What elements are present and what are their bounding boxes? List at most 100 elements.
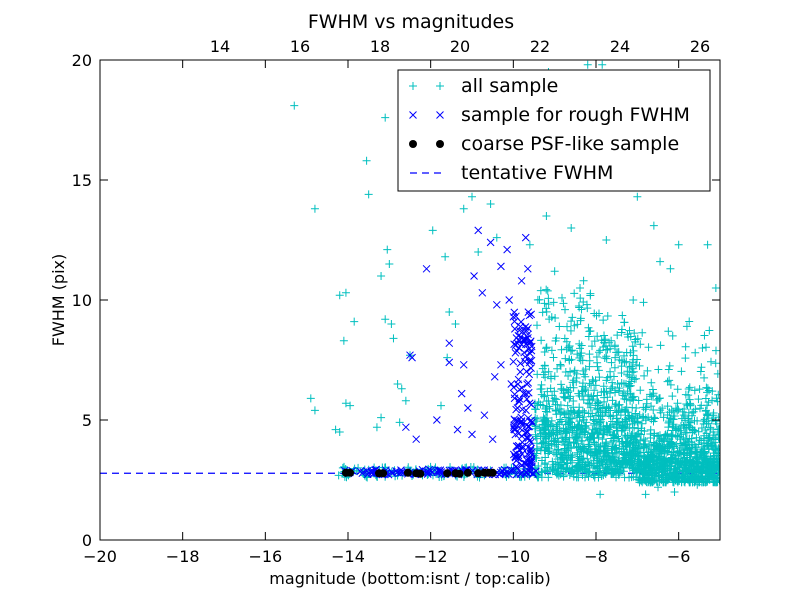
all-sample-point <box>587 342 596 351</box>
all-sample-point <box>634 452 643 461</box>
axes: −20 −18 −16 −14 −12 −10 −8 −6 14 16 18 20 22 24 26 0 5 10… <box>72 37 720 566</box>
all-sample-point <box>586 291 595 300</box>
all-sample-point <box>633 418 642 427</box>
all-sample-point <box>531 413 540 422</box>
all-sample-point <box>586 403 595 412</box>
all-sample-point <box>578 379 587 388</box>
all-sample-point <box>565 410 574 419</box>
all-sample-point <box>606 406 615 415</box>
all-sample-point <box>623 370 632 379</box>
legend-markers <box>409 82 444 174</box>
all-sample-point <box>648 468 657 477</box>
all-sample-point <box>664 365 673 374</box>
all-sample-point <box>537 384 546 393</box>
all-sample-point <box>674 457 683 466</box>
all-sample-point <box>664 473 673 482</box>
all-sample-point <box>563 428 572 437</box>
rough-sample-point <box>513 404 522 412</box>
all-sample-point <box>619 467 628 476</box>
all-sample-point <box>708 396 717 405</box>
rough-sample-point <box>492 300 501 309</box>
all-sample-point <box>547 437 556 446</box>
y-axis-title: FWHM (pix) <box>49 254 68 347</box>
all-sample-point <box>350 317 359 326</box>
rough-sample-point <box>521 429 530 437</box>
all-sample-point <box>632 473 641 482</box>
all-sample-point <box>696 367 705 376</box>
all-sample-point <box>580 444 589 453</box>
rough-sample-point <box>522 367 531 376</box>
all-sample-point <box>335 291 344 300</box>
all-sample-point <box>707 442 716 451</box>
all-sample-point <box>614 348 623 357</box>
top-tick-label: 24 <box>610 37 630 56</box>
all-sample-point <box>706 357 715 366</box>
x-axis-title: magnitude (bottom:isnt / top:calib) <box>269 569 550 588</box>
rough-sample-point <box>422 264 431 273</box>
all-sample-point <box>627 393 636 402</box>
y-tick-label: 0 <box>82 531 92 550</box>
all-sample-point <box>618 437 627 446</box>
top-tick-label: 26 <box>690 37 710 56</box>
all-sample-point <box>582 424 591 433</box>
top-tick-label: 22 <box>530 37 550 56</box>
all-sample-point <box>607 358 616 367</box>
all-sample-point <box>561 368 570 377</box>
all-sample-point <box>552 424 561 433</box>
all-sample-point <box>531 430 540 439</box>
rough-sample-point <box>510 466 519 475</box>
all-sample-point <box>646 430 655 439</box>
all-sample-point <box>697 363 706 372</box>
all-sample-point <box>549 353 558 362</box>
all-sample-point <box>644 473 653 482</box>
all-sample-point <box>620 407 629 416</box>
all-sample-point <box>639 298 648 307</box>
all-sample-point <box>670 488 679 496</box>
all-sample-point <box>603 373 612 382</box>
all-sample-point <box>711 359 720 368</box>
all-sample-point <box>687 458 696 467</box>
rough-sample-point <box>511 348 520 357</box>
all-sample-point <box>685 317 694 326</box>
all-sample-point <box>682 423 691 432</box>
all-sample-point <box>575 452 584 461</box>
all-sample-point <box>541 425 550 434</box>
all-sample-point <box>576 316 585 325</box>
all-sample-layer <box>290 60 720 499</box>
rough-sample-point <box>522 433 531 442</box>
all-sample-point <box>599 316 608 325</box>
all-sample-point <box>533 321 542 330</box>
rough-sample-point <box>453 425 462 434</box>
all-sample-point <box>673 385 682 394</box>
all-sample-point <box>700 447 709 456</box>
all-sample-point <box>634 396 643 405</box>
rough-sample-point <box>509 423 518 432</box>
all-sample-point <box>672 451 681 460</box>
all-sample-point <box>594 309 603 318</box>
all-sample-point <box>642 395 651 404</box>
all-sample-point <box>627 362 636 371</box>
all-sample-point <box>694 395 703 404</box>
rough-sample-point <box>527 457 536 465</box>
rough-sample-point <box>515 326 524 335</box>
all-sample-point <box>681 390 690 399</box>
all-sample-point <box>713 369 720 378</box>
all-sample-point <box>662 455 671 464</box>
all-sample-point <box>550 267 559 276</box>
all-sample-point <box>702 343 711 352</box>
all-sample-point <box>310 204 319 213</box>
all-sample-point <box>395 418 404 427</box>
all-sample-point <box>606 367 615 376</box>
all-sample-point <box>622 395 631 404</box>
all-sample-point <box>636 466 645 475</box>
all-sample-point <box>538 439 547 448</box>
rough-sample-point <box>514 451 523 460</box>
all-sample-point <box>607 336 616 345</box>
all-sample-point <box>536 429 545 438</box>
all-sample-point <box>641 436 650 445</box>
all-sample-point <box>545 315 554 324</box>
rough-sample-point <box>445 358 454 367</box>
all-sample-point <box>714 390 720 399</box>
rough-sample-point <box>408 353 416 362</box>
all-sample-point <box>541 407 550 416</box>
